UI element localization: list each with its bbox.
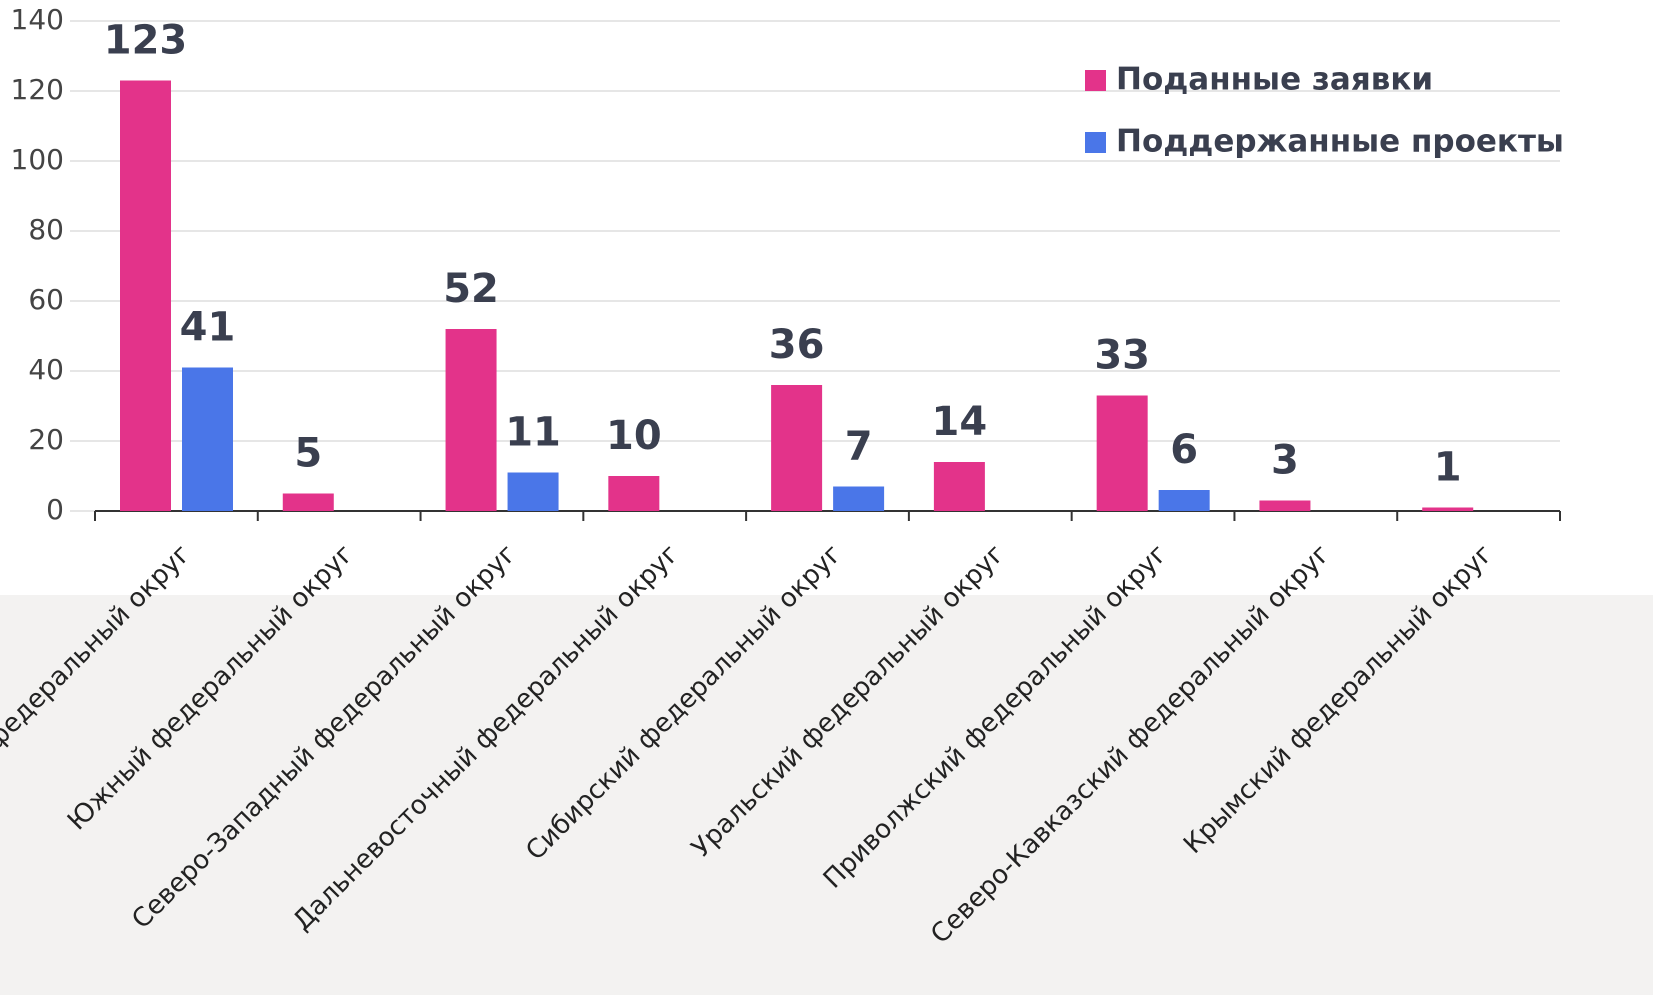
bar [833,487,884,512]
y-tick-label: 40 [28,353,64,386]
bar [120,81,171,512]
value-label: 10 [606,413,662,459]
legend-swatch [1085,132,1106,153]
bar [508,473,559,512]
value-label: 52 [443,266,499,312]
value-label: 14 [932,399,988,445]
bar [1422,508,1473,512]
value-label: 41 [180,305,236,351]
legend-label: Поддержанные проекты [1116,124,1564,160]
chart: 020406080100120140Центральный федеральны… [0,0,1653,995]
y-tick-label: 60 [28,283,64,316]
value-label: 5 [294,431,322,477]
y-tick-label: 140 [11,3,64,36]
bar [934,462,985,511]
bar [608,476,659,511]
value-label: 33 [1094,333,1150,379]
y-tick-label: 120 [11,73,64,106]
value-label: 3 [1271,438,1299,484]
page: {"chart_data": {"type": "bar", "categori… [0,0,1653,995]
y-tick-label: 0 [46,493,64,526]
value-label: 7 [845,424,873,470]
bar [283,494,334,512]
bar [182,368,233,512]
y-tick-label: 100 [11,143,64,176]
y-tick-label: 20 [28,423,64,456]
legend-label: Поданные заявки [1116,62,1433,98]
bar [1159,490,1210,511]
bar [1259,501,1310,512]
value-label: 6 [1170,427,1198,473]
y-tick-label: 80 [28,213,64,246]
value-label: 11 [505,410,561,456]
value-label: 123 [104,18,188,64]
value-label: 1 [1434,445,1462,491]
bar [446,329,497,511]
bar [771,385,822,511]
legend-swatch [1085,70,1106,91]
value-label: 36 [769,322,825,368]
bar [1097,396,1148,512]
